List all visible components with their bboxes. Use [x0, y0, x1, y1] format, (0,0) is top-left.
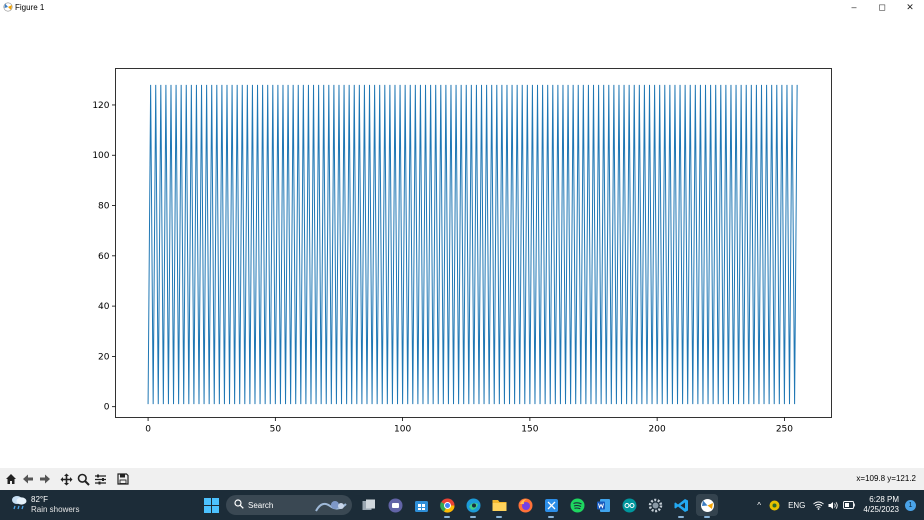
- taskbar: 82°F Rain showers Search: [0, 490, 924, 520]
- python-figure-icon[interactable]: [696, 494, 718, 518]
- spotify-icon[interactable]: [566, 494, 588, 516]
- navigation-toolbar: x=109.8 y=121.2: [0, 468, 924, 490]
- x-tick-label: 0: [145, 425, 151, 435]
- x-tick-label: 100: [394, 425, 411, 435]
- rain-cloud-icon: [10, 494, 28, 515]
- series-line: [147, 84, 798, 405]
- settings-icon[interactable]: [644, 494, 666, 516]
- language-indicator[interactable]: ENG: [788, 500, 806, 510]
- pan-icon[interactable]: [58, 470, 75, 488]
- matplotlib-app-icon: [2, 2, 13, 13]
- firefox-icon[interactable]: [514, 494, 536, 516]
- save-icon[interactable]: [114, 470, 131, 488]
- x-tick-label: 50: [270, 425, 282, 435]
- zoom-icon[interactable]: [75, 470, 92, 488]
- figure-canvas[interactable]: 0 50 100 150 200 250 0 20 40 60 80 100 120: [0, 14, 924, 468]
- x-tick-label: 200: [649, 425, 666, 435]
- windows-start-icon[interactable]: [200, 494, 222, 516]
- window-title: Figure 1: [15, 2, 45, 12]
- y-tick-label: 20: [98, 352, 110, 362]
- arduino-icon[interactable]: [618, 494, 640, 516]
- file-explorer-icon[interactable]: [488, 494, 510, 518]
- chrome-icon[interactable]: [436, 494, 458, 518]
- edge-icon[interactable]: [462, 494, 484, 518]
- window-controls: – ◻ ✕: [840, 0, 924, 14]
- home-icon[interactable]: [2, 470, 19, 488]
- clock-time: 6:28 PM: [869, 495, 899, 504]
- tray-app-icon[interactable]: [769, 500, 780, 511]
- show-hidden-icons-caret[interactable]: ^: [757, 500, 762, 510]
- back-arrow-icon[interactable]: [19, 470, 36, 488]
- snipping-icon[interactable]: [540, 494, 562, 518]
- clock-date: 4/25/2023: [863, 505, 899, 514]
- x-tick-label: 150: [521, 425, 538, 435]
- system-tray: ^ ENG 6:28 PM 4/25/2023 1: [757, 490, 924, 520]
- store-icon[interactable]: [410, 494, 432, 516]
- search-highlight-illustration-icon: [314, 498, 348, 512]
- vscode-icon[interactable]: [670, 494, 692, 518]
- wifi-icon[interactable]: [813, 501, 825, 510]
- word-icon[interactable]: [592, 494, 614, 516]
- notification-badge[interactable]: 1: [905, 499, 916, 511]
- minimize-button[interactable]: –: [851, 2, 857, 12]
- y-tick-label: 40: [98, 302, 110, 312]
- axis-ticks: 0 50 100 150 200 250 0 20 40 60 80 100 120: [92, 101, 793, 435]
- search-label: Search: [248, 500, 274, 510]
- weather-widget[interactable]: 82°F Rain showers: [10, 494, 79, 515]
- series-group: [147, 84, 798, 405]
- weather-description: Rain showers: [31, 504, 80, 514]
- maximize-button[interactable]: ◻: [878, 1, 886, 12]
- search-icon: [234, 496, 244, 514]
- taskbar-search-box[interactable]: Search: [226, 495, 352, 515]
- clock[interactable]: 6:28 PM 4/25/2023: [863, 495, 899, 515]
- title-bar: Figure 1 – ◻ ✕: [0, 0, 924, 15]
- y-tick-label: 60: [98, 252, 110, 262]
- y-tick-label: 0: [104, 403, 110, 413]
- line-chart: 0 50 100 150 200 250 0 20 40 60 80 100 120: [92, 68, 832, 435]
- close-button[interactable]: ✕: [906, 1, 914, 12]
- configure-subplots-icon[interactable]: [92, 470, 109, 488]
- forward-arrow-icon[interactable]: [36, 470, 53, 488]
- x-tick-label: 250: [776, 425, 793, 435]
- y-tick-label: 80: [98, 202, 110, 212]
- battery-icon[interactable]: [843, 501, 856, 509]
- volume-icon[interactable]: [828, 501, 839, 510]
- teams-icon[interactable]: [384, 494, 406, 516]
- task-view-icon[interactable]: [358, 494, 380, 516]
- axes-frame: [115, 68, 832, 418]
- cursor-coordinates: x=109.8 y=121.2: [856, 474, 916, 483]
- y-tick-label: 100: [92, 151, 109, 161]
- taskbar-apps: Search: [200, 494, 722, 518]
- weather-temperature: 82°F: [31, 494, 48, 504]
- y-tick-label: 120: [92, 101, 109, 111]
